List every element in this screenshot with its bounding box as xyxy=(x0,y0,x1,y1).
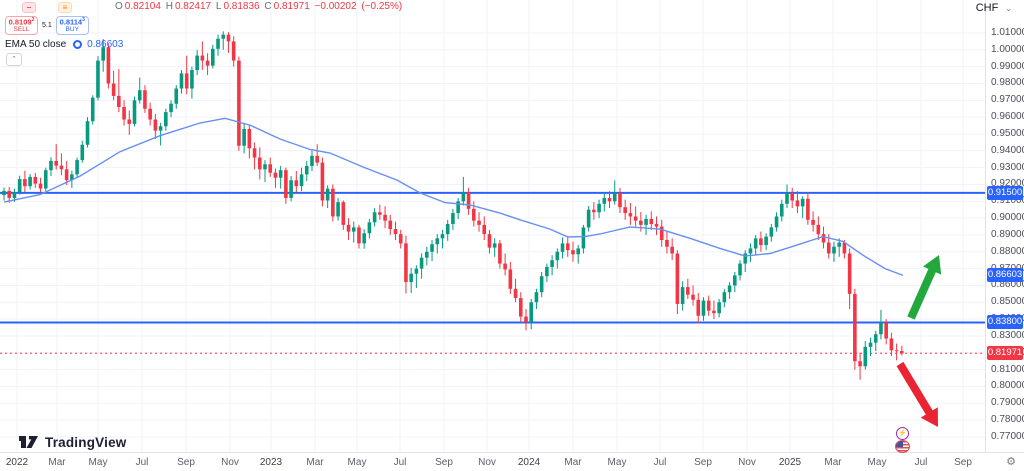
price-tick-label: 0.85000 xyxy=(991,296,1024,308)
time-tick-label-Sep: Sep xyxy=(177,457,195,468)
open-key: O xyxy=(115,1,123,12)
time-tick-label-Nov: Nov xyxy=(221,457,239,468)
time-tick-label-Mar: Mar xyxy=(306,457,324,468)
time-tick-label-Mar: Mar xyxy=(824,457,842,468)
ema-indicator-value: 0.86603 xyxy=(87,39,124,50)
tradingview-wordmark: TradingView xyxy=(45,434,127,450)
legend-minus-icon[interactable]: – xyxy=(22,2,36,13)
time-tick-label-May: May xyxy=(867,457,887,468)
ema-50-line[interactable] xyxy=(3,117,904,277)
price-badge-0.81971[interactable]: 0.81971 xyxy=(987,346,1023,361)
time-tick-label-Jul: Jul xyxy=(914,457,928,468)
open-value: 0.82104 xyxy=(124,1,161,12)
lightning-event-icon[interactable]: ⚡ xyxy=(896,427,909,440)
time-tick-label-Jul: Jul xyxy=(653,457,667,468)
price-tick-label: 1.00000 xyxy=(991,43,1024,55)
time-tick-label-Nov: Nov xyxy=(478,457,496,468)
price-tick-label: 0.97000 xyxy=(991,94,1024,106)
price-tick-label: 0.79000 xyxy=(991,397,1024,409)
price-tick-label: 0.77000 xyxy=(991,430,1024,442)
sell-button[interactable]: 0.81092 SELL xyxy=(5,16,38,35)
low-value: 0.81836 xyxy=(223,1,260,12)
flag-canton xyxy=(896,441,903,447)
grid-lines xyxy=(0,0,985,452)
candlestick-series[interactable] xyxy=(2,31,904,380)
price-tick-label: 0.91000 xyxy=(991,195,1024,207)
price-tick-label: 0.96000 xyxy=(991,111,1024,123)
spread-value: 5.1 xyxy=(42,22,52,29)
time-tick-label-2022: 2022 xyxy=(5,457,29,468)
time-tick-label-2023: 2023 xyxy=(259,457,283,468)
ohlc-readout: O 0.82104 H 0.82417 L 0.81836 C 0.81971 −0.0… xyxy=(115,1,404,12)
legend-menu-icon[interactable]: ≡ xyxy=(58,2,72,13)
ema-indicator-label: EMA 50 close xyxy=(5,39,67,50)
time-tick-label-2024: 2024 xyxy=(517,457,541,468)
time-tick-label-May: May xyxy=(347,457,367,468)
price-tick-label: 0.81000 xyxy=(991,363,1024,375)
time-tick-label-Sep: Sep xyxy=(694,457,712,468)
price-tick-label: 0.90000 xyxy=(991,212,1024,224)
time-axis[interactable]: ⚙ 2022 Mar May Jul Sep Nov 2023 Mar May Jul Sep Nov… xyxy=(0,452,1024,471)
price-tick-label: 0.89000 xyxy=(991,228,1024,240)
price-badge-0.86603[interactable]: 0.86603 xyxy=(987,268,1023,283)
price-tick-label: 0.86000 xyxy=(991,279,1024,291)
buy-label: BUY xyxy=(65,25,79,33)
close-key: C xyxy=(264,1,272,12)
price-tick-label: 0.83000 xyxy=(991,329,1024,341)
time-tick-label-Nov: Nov xyxy=(738,457,756,468)
price-axis[interactable]: 1.01000 1.00000 0.99000 0.98000 0.97000 0.960… xyxy=(985,0,1024,452)
high-key: H xyxy=(165,1,173,12)
bullish-arrow[interactable] xyxy=(907,255,942,320)
currency-toggle[interactable]: CHF ⌄ xyxy=(950,2,1012,14)
time-tick-label-Mar: Mar xyxy=(564,457,582,468)
currency-label: CHF xyxy=(975,2,999,14)
bearish-arrow[interactable] xyxy=(896,361,938,427)
price-tick-label: 1.01000 xyxy=(991,27,1024,38)
price-tick-label: 0.95000 xyxy=(991,127,1024,139)
price-tick-label: 0.88000 xyxy=(991,245,1024,257)
change-percent: (−0.25%) xyxy=(361,1,403,12)
tradingview-branding[interactable]: TradingView xyxy=(18,434,126,450)
price-tick-label: 0.92000 xyxy=(991,178,1024,190)
price-tick-label: 0.98000 xyxy=(991,77,1024,89)
order-panel: 0.81092 SELL 5.1 0.81143 BUY xyxy=(5,16,89,35)
price-tick-label: 0.99000 xyxy=(991,60,1024,72)
ema-indicator-icon xyxy=(73,40,83,49)
high-value: 0.82417 xyxy=(174,1,212,12)
change-value: −0.00202 xyxy=(314,1,357,12)
close-value: 0.81971 xyxy=(273,1,310,12)
chevron-down-icon: ⌄ xyxy=(1005,3,1012,13)
time-tick-label-Mar: Mar xyxy=(48,457,66,468)
sell-label: SELL xyxy=(13,25,30,33)
time-tick-label-Sep: Sep xyxy=(954,457,972,468)
time-tick-label-Sep: Sep xyxy=(435,457,453,468)
us-flag-event-icon[interactable] xyxy=(895,440,910,453)
tradingview-logo-icon xyxy=(19,436,38,448)
time-tick-label-Jul: Jul xyxy=(393,457,407,468)
ema-indicator-legend[interactable]: EMA 50 close 0.86603 xyxy=(5,39,123,50)
price-tick-label: 0.94000 xyxy=(991,144,1024,156)
time-tick-label-May: May xyxy=(607,457,627,468)
time-tick-label-2025: 2025 xyxy=(778,457,802,468)
price-badge-0.91500[interactable]: 0.91500 xyxy=(987,185,1023,200)
time-tick-label-Jul: Jul xyxy=(135,457,149,468)
chevron-up-icon: ⌃ xyxy=(11,56,17,63)
price-tick-label: 0.78000 xyxy=(991,414,1024,426)
legend-collapse-button[interactable]: ⌃ xyxy=(6,53,22,66)
candlestick-chart-canvas[interactable] xyxy=(0,0,985,452)
price-tick-label: 0.80000 xyxy=(991,380,1024,392)
price-tick-label: 0.93000 xyxy=(991,161,1024,173)
buy-button[interactable]: 0.81143 BUY xyxy=(55,16,89,35)
low-key: L xyxy=(215,1,222,12)
support-resistance-lines[interactable] xyxy=(0,191,985,324)
price-tick-label: 0.87000 xyxy=(991,263,1024,274)
time-tick-label-May: May xyxy=(88,457,108,468)
price-badge-0.83800[interactable]: 0.83800 xyxy=(987,315,1023,330)
axis-settings-icon[interactable]: ⚙ xyxy=(1006,456,1016,468)
